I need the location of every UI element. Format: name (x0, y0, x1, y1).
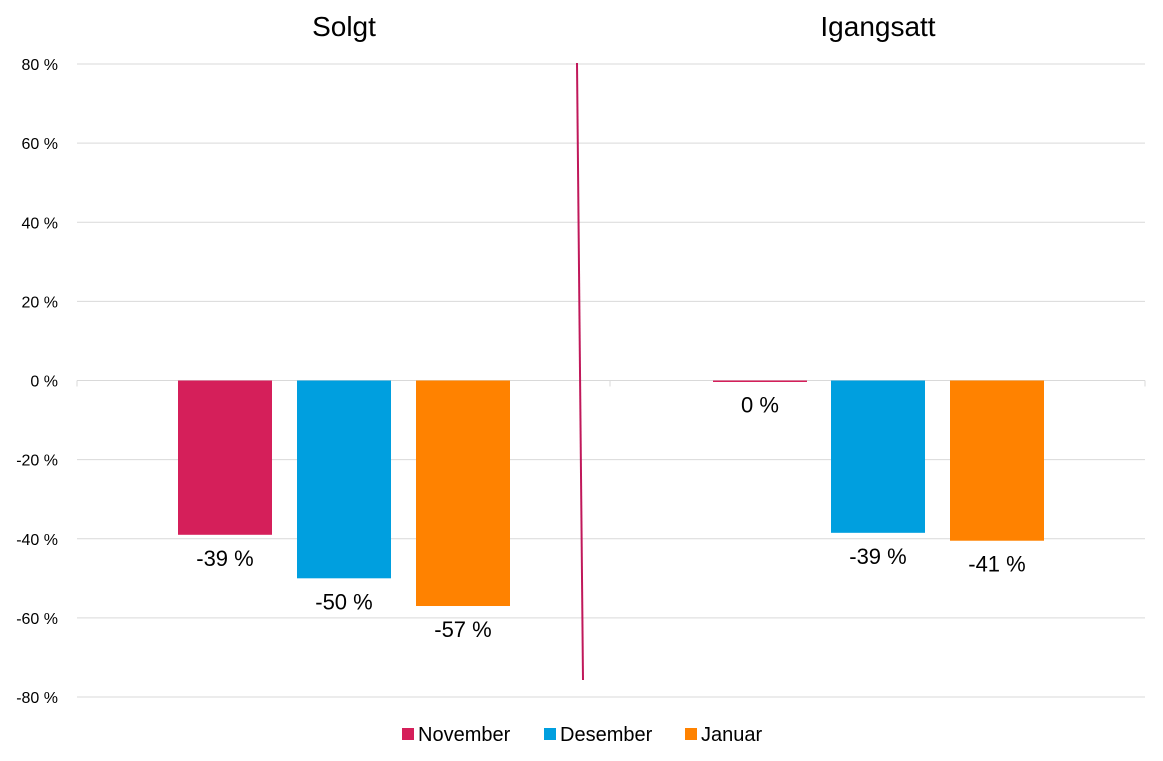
panel-title: Solgt (312, 11, 376, 42)
bar (950, 380, 1044, 541)
data-label: -39 % (196, 546, 253, 571)
y-tick-label: 60 % (22, 136, 58, 153)
bar (713, 380, 807, 382)
y-tick-label: 0 % (30, 374, 58, 391)
data-label: -39 % (849, 544, 906, 569)
bar (831, 380, 925, 533)
y-tick-label: -20 % (16, 453, 58, 470)
legend-label: November (418, 724, 511, 746)
divider-line (576, 62, 584, 681)
y-tick-label: -40 % (16, 532, 58, 549)
bar (297, 380, 391, 579)
legend-swatch (402, 728, 414, 740)
y-tick-label: 20 % (22, 294, 58, 311)
y-tick-label: -80 % (16, 690, 58, 707)
legend-swatch (544, 728, 556, 740)
bar (416, 380, 510, 607)
bar (178, 380, 272, 535)
legend-item: Januar (685, 724, 762, 746)
y-tick-label: -60 % (16, 611, 58, 628)
legend: November Desember Januar (402, 724, 762, 746)
data-label: 0 % (741, 393, 779, 418)
panel-divider (576, 62, 584, 681)
data-label: -57 % (434, 617, 491, 642)
legend-swatch (685, 728, 697, 740)
y-tick-label: 80 % (22, 57, 58, 74)
panel-titles: Solgt Igangsatt (312, 11, 936, 42)
data-labels: -39 % -50 % -57 % 0 % -39 % -41 % (196, 393, 1025, 642)
data-label: -41 % (968, 552, 1025, 577)
legend-label: Desember (560, 724, 653, 746)
bars (178, 380, 1044, 607)
y-tick-label: 40 % (22, 215, 58, 232)
legend-item: Desember (544, 724, 653, 746)
panel-title: Igangsatt (820, 11, 935, 42)
legend-label: Januar (701, 724, 762, 746)
y-axis-ticks: 80 % 60 % 40 % 20 % 0 % -20 % -40 % -60 % -80 % (16, 57, 58, 707)
data-label: -50 % (315, 589, 372, 614)
legend-item: November (402, 724, 511, 746)
